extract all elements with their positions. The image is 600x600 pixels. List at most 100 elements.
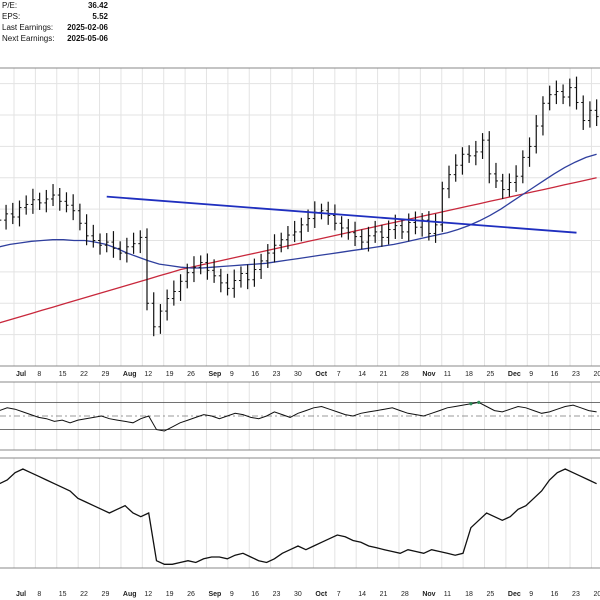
price-bar: [285, 226, 290, 250]
price-bar: [104, 233, 109, 253]
eps-row: EPS: 5.52: [2, 11, 108, 22]
price-bar: [165, 289, 170, 321]
x-tick-label: 12: [144, 371, 152, 378]
price-bar: [98, 233, 103, 255]
price-bar: [413, 211, 418, 235]
price-bar: [574, 76, 579, 110]
price-bar: [178, 274, 183, 301]
trendline: [106, 195, 577, 234]
x-tick-label-bottom: 18: [465, 591, 473, 598]
rsi-line: [0, 401, 597, 432]
price-bar: [366, 226, 371, 252]
x-tick-label-bottom: 30: [294, 591, 302, 598]
price-bar: [225, 273, 230, 296]
price-bar: [64, 192, 69, 213]
x-tick-label: 16: [251, 371, 259, 378]
price-bar: [151, 292, 156, 337]
price-bar: [259, 253, 264, 279]
x-tick-label-bottom: Nov: [422, 591, 435, 598]
x-axis-bottom: Jul 8 15 22 29 Aug 12 19 26 Sep 9 16 23 30 Oct 7 14 21 28 N…: [16, 591, 600, 598]
x-tick-label: Nov: [422, 371, 435, 378]
x-tick-label: Oct: [315, 371, 327, 378]
x-tick-label: 8: [37, 371, 41, 378]
momentum-panel: [0, 457, 600, 569]
x-tick-label-bottom: 8: [37, 591, 41, 598]
x-tick-label: 9: [529, 371, 533, 378]
next-earnings-row: Next Earnings: 2025-05-06: [2, 33, 108, 44]
price-panel: [0, 76, 599, 337]
price-bar: [332, 204, 337, 231]
price-bar: [44, 189, 49, 213]
price-bar: [534, 115, 539, 154]
x-tick-label-bottom: 25: [487, 591, 495, 598]
price-bar: [453, 154, 458, 182]
price-bar: [500, 173, 505, 199]
price-bar: [272, 234, 277, 263]
ma200-line: [0, 177, 597, 324]
price-bar: [467, 145, 472, 163]
price-bar: [4, 204, 9, 230]
x-tick-label-bottom: 21: [380, 591, 388, 598]
x-tick-label-bottom: Sep: [208, 591, 221, 598]
price-bar: [198, 255, 203, 275]
price-bar: [440, 181, 445, 232]
x-tick-label: 26: [187, 371, 195, 378]
x-tick-label: 25: [487, 371, 495, 378]
x-tick-label-bottom: Jul: [16, 591, 26, 598]
price-bar: [252, 258, 257, 287]
price-bar: [299, 217, 304, 242]
rsi-panel: [0, 381, 600, 451]
price-bar: [57, 187, 62, 211]
price-bar: [587, 101, 592, 128]
price-bar: [373, 220, 378, 243]
price-bar: [527, 137, 532, 167]
price-bar: [245, 264, 250, 290]
price-bar: [292, 220, 297, 243]
next-earnings-value: 2025-05-06: [67, 34, 108, 43]
x-tick-label: 23: [572, 371, 580, 378]
price-bar: [71, 194, 76, 221]
price-bar: [118, 241, 123, 261]
price-bar: [540, 96, 545, 136]
price-bar: [473, 140, 478, 166]
price-bar: [339, 216, 344, 238]
price-bar: [554, 80, 559, 105]
price-bar: [191, 256, 196, 283]
price-bar: [10, 202, 15, 225]
x-tick-label-bottom: 9: [529, 591, 533, 598]
x-tick-label-bottom: 16: [251, 591, 259, 598]
x-tick-label-bottom: 26: [187, 591, 195, 598]
eps-value: 5.52: [92, 12, 108, 21]
x-tick-label-bottom: 20: [593, 591, 600, 598]
price-bar: [171, 280, 176, 306]
last-earnings-row: Last Earnings: 2025-02-06: [2, 22, 108, 33]
price-bar: [205, 253, 210, 280]
x-tick-label: 15: [59, 371, 67, 378]
x-tick-label-bottom: 23: [273, 591, 281, 598]
x-tick-label: 14: [358, 371, 366, 378]
x-tick-label-bottom: 29: [102, 591, 110, 598]
price-bar: [37, 192, 42, 210]
pe-row: P/E: 36.42: [2, 0, 108, 11]
price-bar: [238, 266, 243, 288]
x-tick-label: 19: [166, 371, 174, 378]
eps-label: EPS:: [2, 12, 21, 21]
x-tick-label-bottom: Aug: [123, 591, 137, 598]
x-tick-label: 11: [444, 371, 451, 378]
price-bar: [426, 211, 431, 241]
price-bar: [493, 162, 498, 188]
rsi-overbought-marker: [469, 402, 473, 406]
pe-label: P/E:: [2, 1, 18, 10]
price-bar: [433, 213, 438, 243]
price-bar: [24, 195, 29, 215]
x-tick-label: 23: [273, 371, 281, 378]
x-tick-label: 21: [380, 371, 388, 378]
x-tick-label: 30: [294, 371, 302, 378]
x-tick-label-bottom: 11: [444, 591, 451, 598]
x-tick-label-bottom: 15: [59, 591, 67, 598]
price-bar: [561, 84, 566, 105]
x-tick-label: 18: [465, 371, 473, 378]
x-tick-label: Dec: [508, 371, 521, 378]
last-earnings-value: 2025-02-06: [67, 23, 108, 32]
price-bar: [138, 230, 143, 254]
